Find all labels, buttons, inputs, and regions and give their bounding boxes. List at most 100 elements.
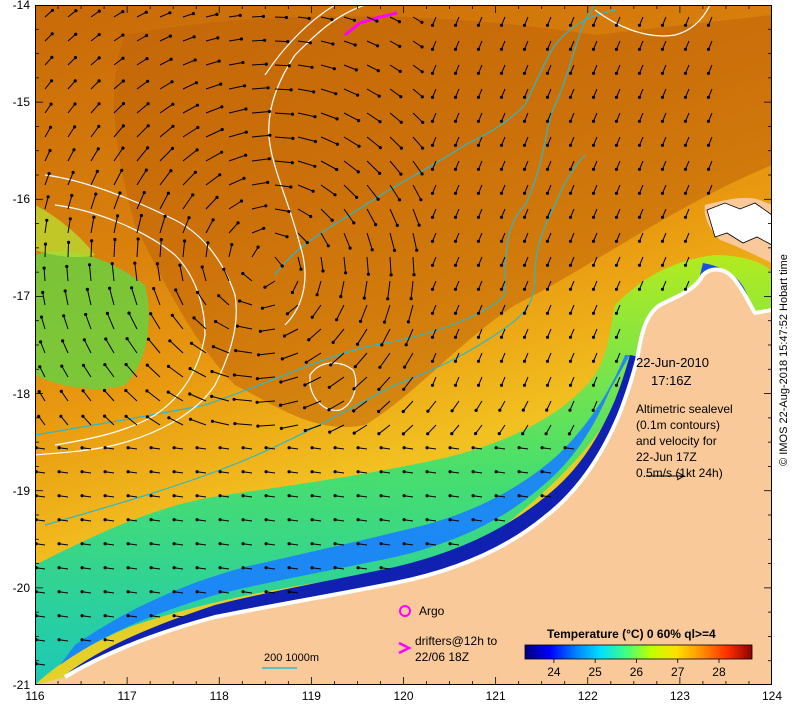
velocity-arrow [228,222,239,234]
velocity-arrow [136,35,147,42]
velocity-arrow [182,104,198,114]
velocity-arrow-head [344,271,348,275]
velocity-arrow [274,256,283,267]
velocity-arrow-head [637,23,642,27]
velocity-arrow-head [356,494,360,498]
velocity-arrow [113,215,119,234]
velocity-arrow [64,290,69,306]
velocity-arrow [38,416,46,426]
velocity-arrow-head [522,359,527,363]
velocity-arrow-head [637,95,642,99]
velocity-arrow [125,364,138,378]
velocity-arrow [113,125,124,138]
velocity-arrow-head [591,359,596,363]
velocity-arrow-head [287,470,291,474]
velocity-arrow-head [568,167,573,171]
velocity-arrow-head [522,47,527,51]
velocity-arrow [343,160,359,173]
velocity-arrow [134,263,138,282]
velocity-arrow-head [333,518,337,522]
velocity-arrow [320,112,338,120]
velocity-arrow-head [366,272,370,276]
velocity-arrow-head [287,590,291,594]
velocity-arrow [182,82,197,90]
velocity-arrow-head [540,494,544,498]
velocity-arrow-head [328,430,332,434]
velocity-arrow-head [378,171,382,175]
velocity-arrow [304,400,322,409]
velocity-arrow-head [239,199,244,203]
velocity-arrow-head [218,542,222,546]
velocity-arrow [522,424,529,434]
velocity-arrow-head [130,286,134,290]
velocity-arrow-head [280,357,284,361]
velocity-arrow [106,313,115,330]
velocity-arrow-head [453,191,458,195]
colorbar-ticks: 24 25 26 27 28 [547,659,726,679]
velocity-arrow-head [144,10,148,14]
velocity-arrow-head [80,470,84,474]
colorbar [524,644,753,660]
velocity-arrow-head [499,143,504,147]
velocity-arrow [330,352,345,366]
velocity-arrow-head [332,67,336,71]
velocity-arrow-head [233,422,237,426]
velocity-arrow [239,300,253,306]
velocity-arrow-head [210,369,214,374]
velocity-arrow [274,16,287,18]
velocity-arrow-head [499,167,504,171]
velocity-arrow-head [448,542,452,546]
velocity-arrow [343,40,356,46]
velocity-arrow [228,38,242,42]
velocity-arrow-head [287,446,291,450]
velocity-arrow [412,256,415,275]
velocity-arrow-head [74,32,78,36]
velocity-arrow-head [59,414,63,418]
velocity-arrow [343,184,357,198]
velocity-arrow-head [191,193,195,197]
velocity-arrow-head [660,287,665,291]
velocity-arrow [306,352,322,363]
velocity-arrow-head [195,103,199,107]
velocity-arrow-head [357,119,361,123]
velocity-arrow-head [126,494,130,498]
velocity-arrow [389,112,402,123]
velocity-arrow-head [39,315,44,319]
velocity-arrow-head [375,44,380,48]
velocity-arrow-head [80,518,84,522]
velocity-arrow-head [171,102,175,106]
velocity-arrow-head [279,380,283,384]
velocity-arrow-head [287,494,291,498]
velocity-arrow-head [453,335,458,339]
velocity-arrow-head [476,23,481,27]
velocity-arrow-head [73,125,77,129]
velocity-arrow-head [218,566,222,570]
velocity-arrow [136,125,149,138]
velocity-arrow-head [399,95,403,99]
velocity-arrow-head [499,359,504,363]
velocity-arrow-head [494,494,498,498]
velocity-arrow-head [430,383,435,387]
velocity-arrow-head [453,383,458,387]
velocity-arrow-head [80,494,84,498]
velocity-arrow-head [102,388,107,393]
velocity-arrow [412,184,422,200]
velocity-arrow-head [614,95,619,99]
velocity-arrow-head [430,71,435,75]
velocity-arrow-head [189,341,194,345]
velocity-arrow [182,13,194,18]
velocity-arrow-head [126,446,130,450]
velocity-arrow-head [174,288,178,292]
velocity-arrow-head [188,367,192,371]
colorbar-tick-label: 27 [671,665,685,679]
velocity-arrow-head [192,35,196,39]
velocity-arrow-head [313,164,317,168]
velocity-arrow-head [377,432,381,436]
velocity-arrow-head [339,295,343,299]
velocity-arrow-head [264,590,268,594]
velocity-arrow-head [683,215,688,219]
velocity-arrow [90,193,97,210]
velocity-arrow-head [522,311,527,315]
velocity-arrow-head [430,263,435,267]
velocity-arrow [366,40,378,47]
